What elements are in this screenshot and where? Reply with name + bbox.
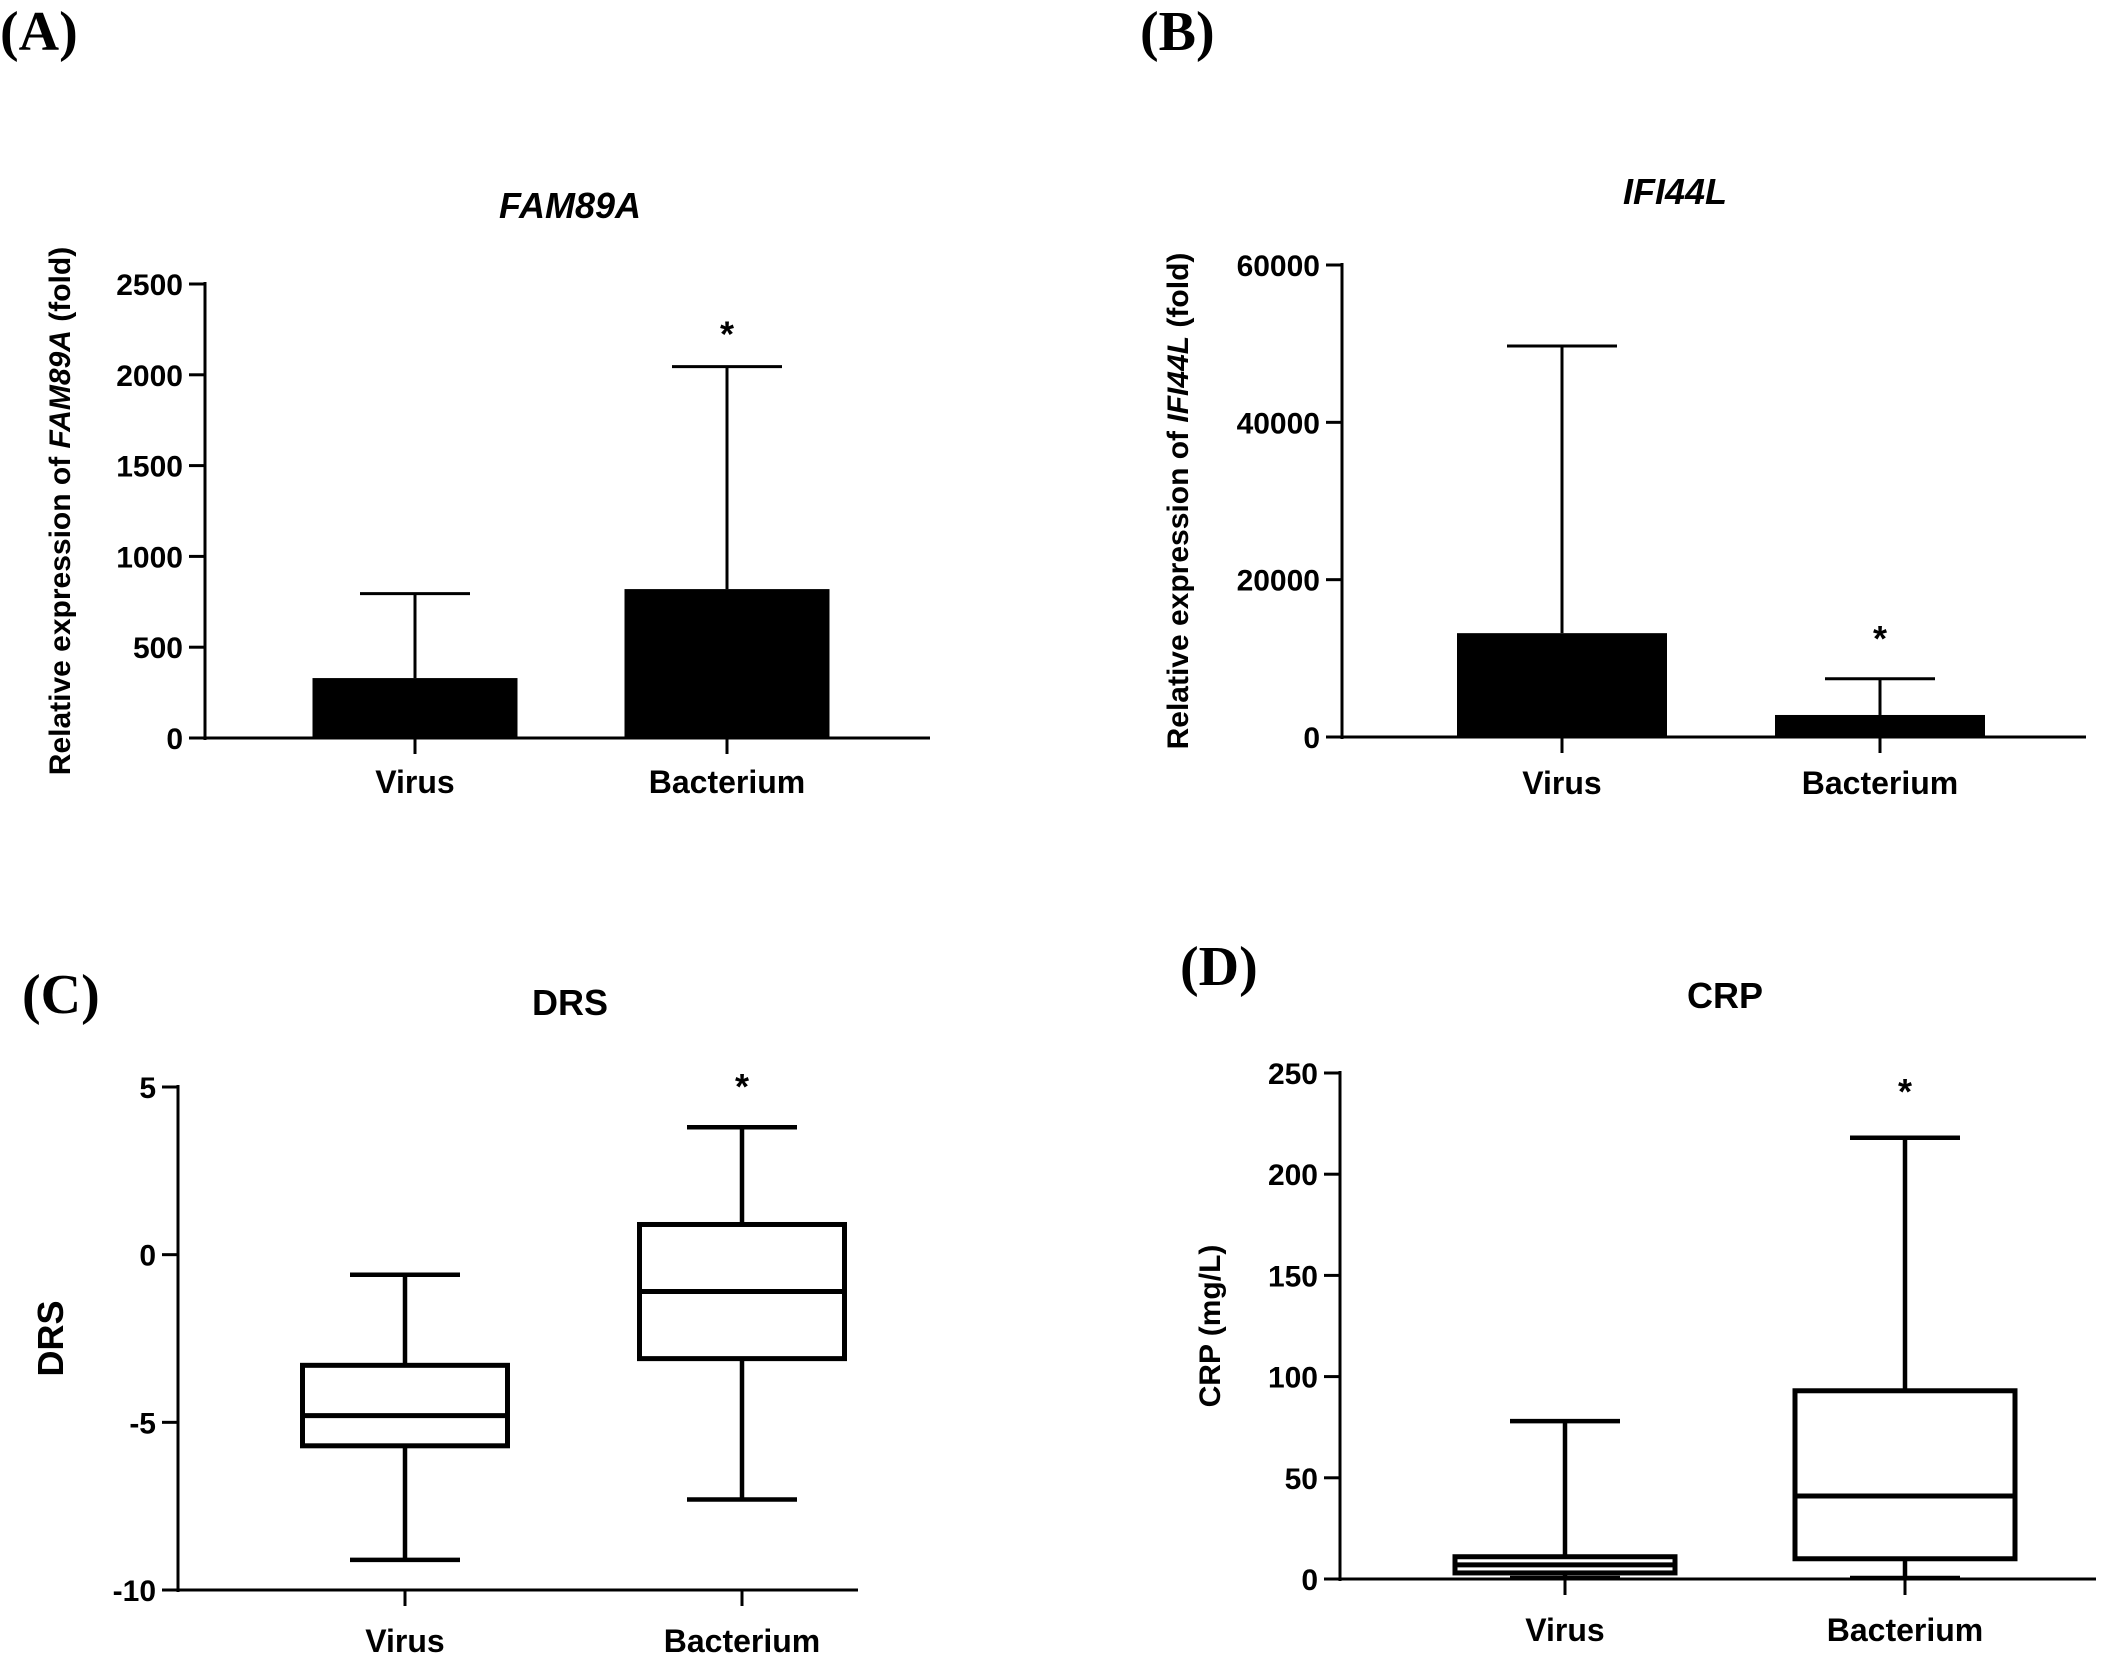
y-tick-label: 500 xyxy=(133,632,183,665)
x-tick-label: Bacterium xyxy=(1802,765,1959,801)
chart-title: DRS xyxy=(532,982,608,1023)
panel-label: (D) xyxy=(1180,936,1258,998)
y-tick-label: 20000 xyxy=(1237,565,1320,598)
y-tick-label: 200 xyxy=(1268,1159,1318,1192)
panel-label: (C) xyxy=(22,964,100,1026)
y-axis-label-pre: Relative expression of xyxy=(44,448,77,775)
y-tick-label: 40000 xyxy=(1237,407,1320,440)
bar-bacterium xyxy=(624,589,830,738)
panel-c: (C) DRS -10 -5 0 5 DRS Virus Bacterium * xyxy=(22,964,858,1656)
y-tick-label: 0 xyxy=(139,1240,156,1273)
panel-a: (A) FAM89A 0 500 1000 1500 2000 2500 Relative ex… xyxy=(0,1,930,800)
y-axis-label-post: (fold) xyxy=(1162,253,1195,336)
x-tick-label: Bacterium xyxy=(649,764,806,800)
bar-virus xyxy=(1457,633,1667,737)
panel-d: (D) CRP 0 50 100 150 200 250 CRP (mg/L) Virus Bact… xyxy=(1180,936,2096,1648)
y-tick-label: 50 xyxy=(1285,1463,1318,1496)
x-tick-label: Virus xyxy=(1522,765,1601,801)
y-tick-label: 0 xyxy=(1301,1564,1318,1597)
y-axis-label-italic: IFI44L xyxy=(1162,336,1195,423)
chart-title: CRP xyxy=(1687,975,1763,1016)
significance-marker: * xyxy=(1873,618,1887,659)
box-bacterium xyxy=(1792,1388,2018,1562)
x-tick-label: Virus xyxy=(1525,1612,1604,1648)
y-tick-label: 0 xyxy=(1303,722,1320,755)
y-tick-label: 1500 xyxy=(116,451,183,484)
y-axis-label: DRS xyxy=(30,1300,71,1376)
bar-bacterium xyxy=(1775,714,1985,737)
significance-marker: * xyxy=(735,1066,749,1107)
bar-virus xyxy=(312,678,518,738)
x-tick-label: Virus xyxy=(365,1623,444,1656)
y-tick-label: -5 xyxy=(129,1407,156,1440)
panel-b: (B) IFI44L 0 20000 40000 60000 Relative expres… xyxy=(1140,1,2086,801)
y-axis-label-pre: CRP (mg/L) xyxy=(1194,1245,1227,1408)
y-axis-label-pre: DRS xyxy=(30,1300,71,1376)
x-tick-label: Bacterium xyxy=(1827,1612,1984,1648)
panel-label: (B) xyxy=(1140,1,1215,63)
y-tick-label: 150 xyxy=(1268,1260,1318,1293)
y-tick-label: -10 xyxy=(113,1575,156,1608)
y-tick-label: 60000 xyxy=(1237,250,1320,283)
y-tick-label: 0 xyxy=(166,723,183,756)
y-tick-label: 100 xyxy=(1268,1362,1318,1395)
chart-title: FAM89A xyxy=(499,185,641,226)
box-virus xyxy=(300,1362,510,1449)
significance-marker: * xyxy=(1898,1071,1912,1112)
y-tick-label: 250 xyxy=(1268,1058,1318,1091)
y-axis-label: Relative expression of IFI44L (fold) xyxy=(1162,253,1195,750)
y-axis-label-post: (fold) xyxy=(44,247,77,330)
y-tick-label: 5 xyxy=(139,1072,156,1105)
y-axis-label: CRP (mg/L) xyxy=(1194,1245,1227,1408)
y-tick-label: 1000 xyxy=(116,541,183,574)
significance-marker: * xyxy=(720,314,734,355)
y-tick-label: 2500 xyxy=(116,269,183,302)
panel-label: (A) xyxy=(0,1,78,63)
x-tick-label: Virus xyxy=(375,764,454,800)
y-axis-label-pre: Relative expression of xyxy=(1162,423,1195,750)
x-tick-label: Bacterium xyxy=(664,1623,821,1656)
y-axis-label-italic: FAM89A xyxy=(44,330,77,448)
y-axis-label: Relative expression of FAM89A (fold) xyxy=(44,247,77,775)
y-tick-label: 2000 xyxy=(116,360,183,393)
chart-title: IFI44L xyxy=(1623,171,1727,212)
